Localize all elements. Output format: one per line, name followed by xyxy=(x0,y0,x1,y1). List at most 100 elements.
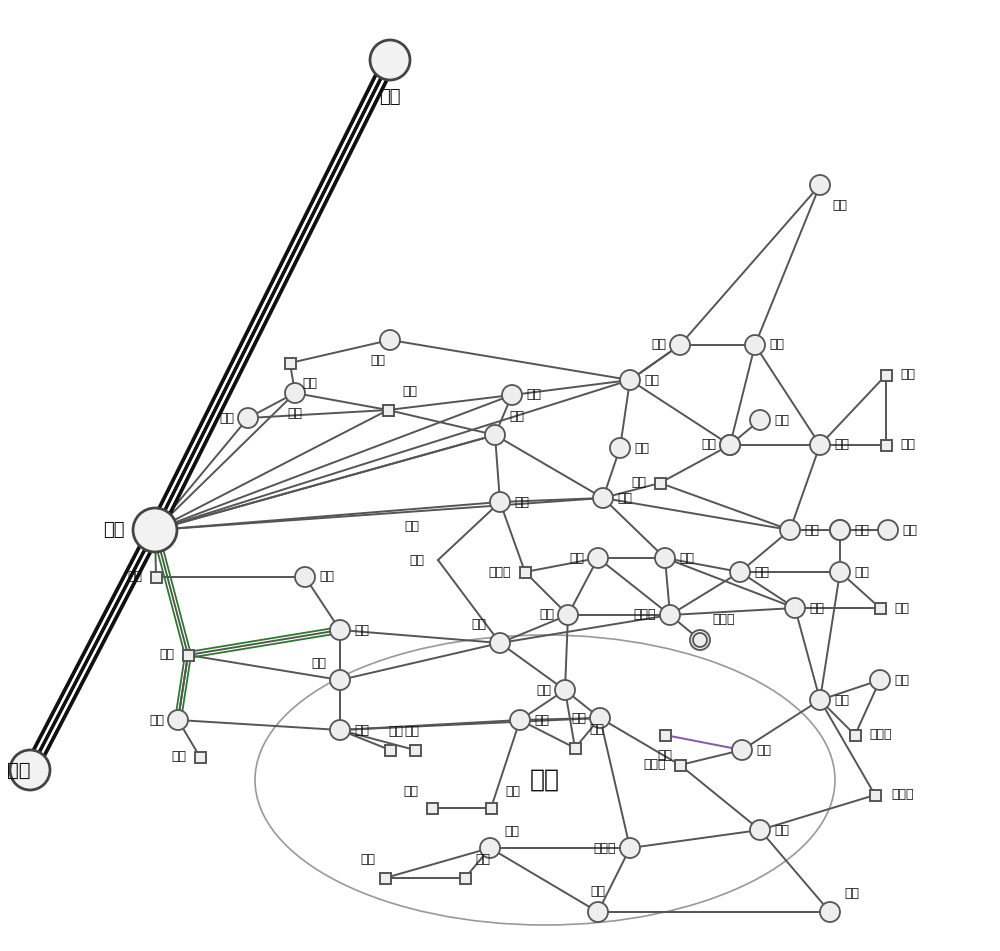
Text: 中州换: 中州换 xyxy=(634,609,656,622)
Circle shape xyxy=(720,435,740,455)
Circle shape xyxy=(830,520,850,540)
Text: 多宝山: 多宝山 xyxy=(891,788,914,802)
Circle shape xyxy=(745,335,765,355)
Bar xyxy=(881,439,892,451)
Text: 三火: 三火 xyxy=(159,649,174,662)
Circle shape xyxy=(878,520,898,540)
Text: 孝感: 孝感 xyxy=(832,199,847,212)
Bar xyxy=(380,872,390,883)
Text: 嘉和: 嘉和 xyxy=(471,618,486,631)
Circle shape xyxy=(693,633,707,647)
Circle shape xyxy=(720,435,740,455)
Circle shape xyxy=(380,330,400,350)
Bar xyxy=(570,743,580,753)
Circle shape xyxy=(480,838,500,858)
Bar xyxy=(881,370,892,380)
Text: 官渡: 官渡 xyxy=(679,552,694,565)
Circle shape xyxy=(670,335,690,355)
Text: 卧龙: 卧龙 xyxy=(370,354,386,367)
Text: 庄周: 庄周 xyxy=(894,673,909,687)
Circle shape xyxy=(730,562,750,582)
Circle shape xyxy=(285,383,305,403)
Circle shape xyxy=(785,598,805,618)
Text: 瀛洲: 瀛洲 xyxy=(311,657,326,670)
Circle shape xyxy=(370,40,410,80)
Text: 香山: 香山 xyxy=(514,495,529,509)
Circle shape xyxy=(830,520,850,540)
Text: 玉都: 玉都 xyxy=(219,412,234,424)
Circle shape xyxy=(750,410,770,430)
Text: 朝歌: 朝歌 xyxy=(504,825,519,838)
Text: 塔铺: 塔铺 xyxy=(774,824,789,837)
Text: 嫘祖: 嫘祖 xyxy=(834,438,849,452)
Bar xyxy=(182,650,194,661)
Text: 南阳: 南阳 xyxy=(104,521,125,539)
Bar xyxy=(814,439,826,451)
Bar xyxy=(150,572,162,583)
Circle shape xyxy=(558,605,578,625)
Text: 豫冀州: 豫冀州 xyxy=(594,842,616,855)
Text: 丹河: 丹河 xyxy=(171,750,186,764)
Text: 绿城: 绿城 xyxy=(589,723,604,736)
Text: 灵宝: 灵宝 xyxy=(127,571,142,584)
Text: 获嘉: 获嘉 xyxy=(505,785,520,798)
Circle shape xyxy=(588,902,608,922)
Text: 长治: 长治 xyxy=(7,761,30,780)
Text: 武周: 武周 xyxy=(617,492,632,504)
Text: 经纬: 经纬 xyxy=(569,552,584,565)
Circle shape xyxy=(502,385,522,405)
Text: 灵宝: 灵宝 xyxy=(319,571,334,584)
Text: 鸭河: 鸭河 xyxy=(402,385,417,398)
Text: 迅营: 迅营 xyxy=(854,523,869,536)
Text: 马寺: 马寺 xyxy=(534,713,549,727)
Bar xyxy=(285,358,296,368)
Circle shape xyxy=(750,820,770,840)
Circle shape xyxy=(690,630,710,650)
Text: 豫竹贤: 豫竹贤 xyxy=(644,759,666,771)
Text: 白河: 白河 xyxy=(509,410,524,423)
Bar xyxy=(520,567,530,577)
Text: 广成: 广成 xyxy=(409,553,424,567)
Circle shape xyxy=(510,710,530,730)
Text: 惠济: 惠济 xyxy=(571,711,586,725)
Text: 沭河: 沭河 xyxy=(769,339,784,352)
Text: 峰峦: 峰峦 xyxy=(774,414,789,426)
Text: 鲁阳: 鲁阳 xyxy=(404,520,419,534)
Text: 墨公: 墨公 xyxy=(634,441,649,455)
Bar xyxy=(426,803,438,813)
Circle shape xyxy=(590,708,610,728)
Text: 菊城: 菊城 xyxy=(754,566,769,578)
Circle shape xyxy=(620,370,640,390)
Circle shape xyxy=(588,548,608,568)
Text: 湖北: 湖北 xyxy=(530,768,560,792)
Circle shape xyxy=(330,670,350,690)
Bar xyxy=(874,603,886,613)
Circle shape xyxy=(810,435,830,455)
Text: 博爱: 博爱 xyxy=(756,744,771,756)
Text: 丰鹤: 丰鹤 xyxy=(360,853,375,866)
Text: 荆门: 荆门 xyxy=(379,88,401,106)
Circle shape xyxy=(295,567,315,587)
Text: 祥符: 祥符 xyxy=(834,693,849,707)
Text: 郾城: 郾城 xyxy=(701,438,716,452)
Circle shape xyxy=(485,425,505,445)
Circle shape xyxy=(660,605,680,625)
Circle shape xyxy=(330,620,350,640)
Bar xyxy=(410,745,420,755)
Text: 内乡: 内乡 xyxy=(302,377,317,390)
Text: 群英: 群英 xyxy=(288,407,302,420)
Circle shape xyxy=(655,548,675,568)
Text: 宝泉: 宝泉 xyxy=(403,785,418,798)
Bar xyxy=(870,789,881,801)
Text: 湛河: 湛河 xyxy=(644,374,659,386)
Text: 姚孟: 姚孟 xyxy=(631,476,646,490)
Text: 涂会: 涂会 xyxy=(854,566,869,578)
Circle shape xyxy=(238,408,258,428)
Bar xyxy=(194,751,206,763)
Circle shape xyxy=(610,438,630,458)
Circle shape xyxy=(820,902,840,922)
Bar xyxy=(382,404,394,416)
Bar xyxy=(384,745,396,755)
Text: 沁北: 沁北 xyxy=(658,749,672,762)
Text: 邙山: 邙山 xyxy=(388,725,403,738)
